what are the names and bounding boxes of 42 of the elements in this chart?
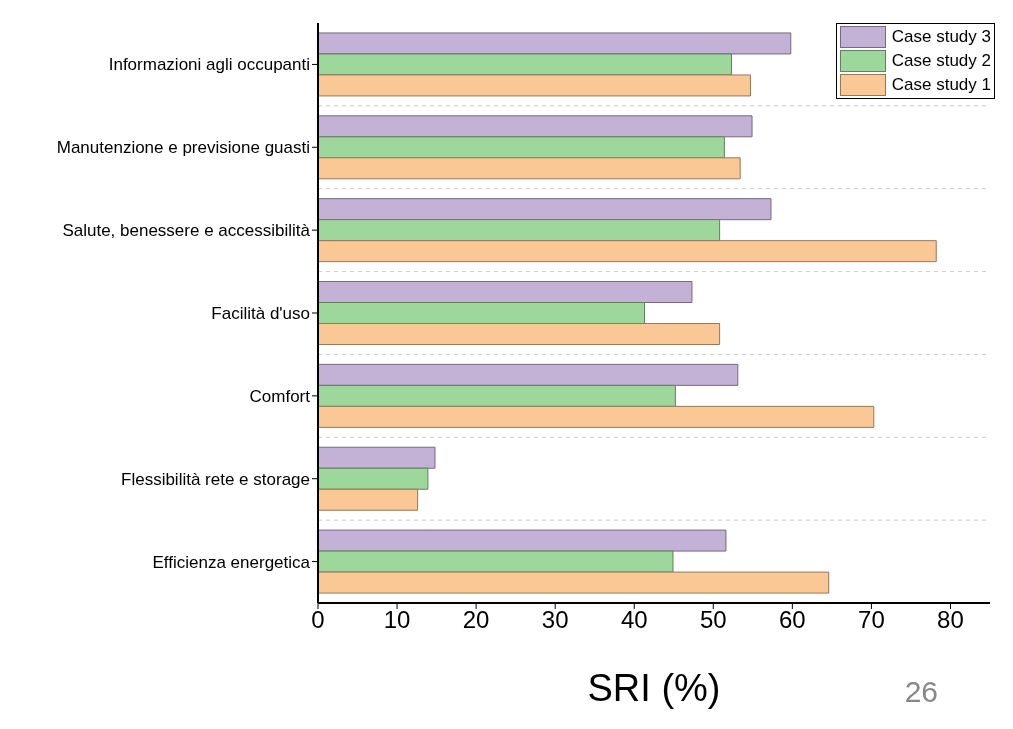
bar [318,550,674,573]
bar [318,529,727,552]
x-tick-label: 0 [311,606,325,634]
bar [318,405,875,428]
bar [318,488,419,511]
bar [318,74,751,97]
bar [318,198,772,221]
x-axis-title: SRI (%) [587,667,721,709]
bar [318,157,741,180]
x-tick-label: 60 [779,606,806,634]
legend-label: Case study 3 [890,26,991,48]
bar [318,115,753,138]
bar [318,240,937,263]
bar [318,302,646,325]
x-tick-label: 80 [937,606,964,634]
bar [318,571,830,594]
y-tick-label: Efficienza energetica [152,552,311,572]
legend-label: Case study 1 [890,74,991,96]
bar [318,53,732,76]
x-tick-label: 50 [699,606,727,634]
bar [318,323,721,346]
y-tick-label: Informazioni agli occupanti [108,55,310,75]
bar [318,219,721,242]
x-tick-label: 20 [462,606,490,634]
bar [318,363,739,386]
x-tick-label: 70 [858,606,885,634]
y-tick-label: Comfort [249,386,311,406]
y-tick-label: Facilità d'uso [211,304,310,324]
legend-label: Case study 2 [890,50,991,72]
bar [318,446,436,469]
y-tick-label: Salute, benessere e accessibilità [62,221,311,241]
x-tick-label: 10 [383,606,411,634]
y-tick-label: Manutenzione e previsione guasti [56,138,310,158]
bar [318,384,676,407]
bar [318,281,693,304]
text: 26 [904,675,938,709]
bar [318,467,429,490]
y-tick-label: Flessibilità rete e storage [121,469,310,489]
bar [318,136,725,159]
x-tick-label: 30 [541,606,569,634]
x-tick-label: 40 [620,606,648,634]
bar [318,32,792,55]
